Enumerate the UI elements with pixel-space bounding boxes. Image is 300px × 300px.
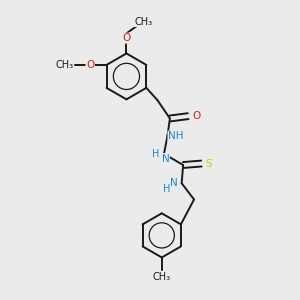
Text: S: S	[206, 158, 212, 169]
Text: CH₃: CH₃	[134, 16, 153, 27]
Text: N: N	[162, 154, 169, 164]
Text: N: N	[169, 178, 177, 188]
Text: CH₃: CH₃	[153, 272, 171, 282]
Text: O: O	[86, 60, 94, 70]
Text: CH₃: CH₃	[56, 60, 74, 70]
Text: H: H	[152, 149, 159, 159]
Text: NH: NH	[168, 131, 184, 141]
Text: O: O	[192, 111, 200, 121]
Text: O: O	[122, 33, 130, 43]
Text: H: H	[163, 184, 170, 194]
